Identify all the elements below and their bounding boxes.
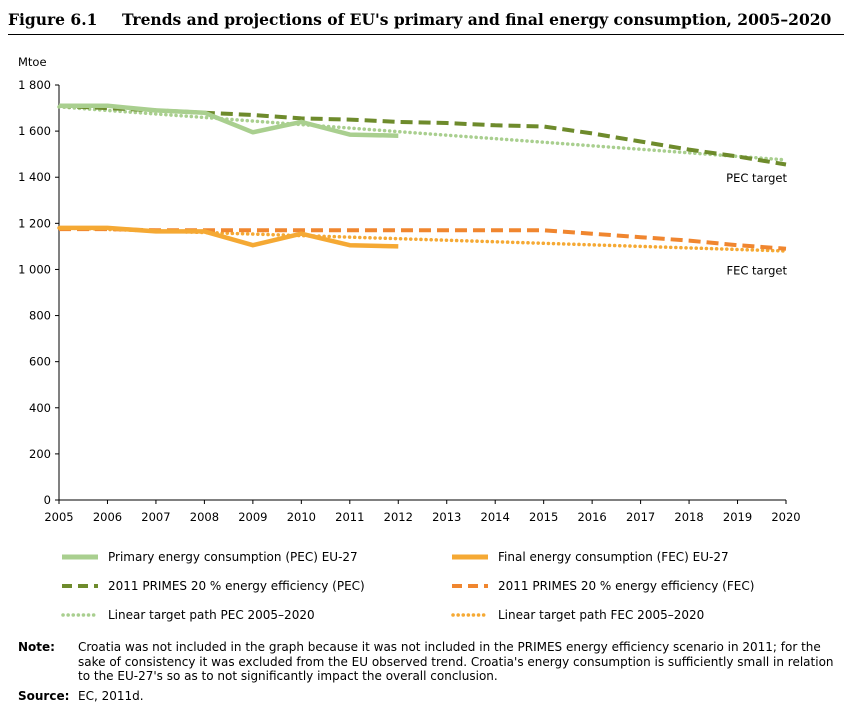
- x-tick-label: 2013: [432, 510, 461, 524]
- x-tick-label: 2014: [481, 510, 510, 524]
- x-tick-label: 2016: [577, 510, 606, 524]
- legend-item-primes-pec: 2011 PRIMES 20 % energy efficiency (PEC): [60, 577, 365, 595]
- legend-label-fec: Final energy consumption (FEC) EU-27: [498, 550, 729, 564]
- y-tick-label: 1 400: [18, 170, 51, 184]
- series-line-2: [57, 105, 788, 162]
- legend-item-target-fec: Linear target path FEC 2005–2020: [450, 606, 704, 624]
- x-tick-label: 2009: [238, 510, 267, 524]
- note-text: Croatia was not included in the graph be…: [78, 640, 834, 683]
- figure-number: Figure 6.1: [8, 10, 98, 29]
- chart-axes: 0 200 400 600 800 1 000 1 200 1 400 1 600 1 800 20…: [18, 78, 801, 524]
- chart-series: [57, 103, 788, 253]
- y-axis-label: Mtoe: [18, 55, 47, 69]
- series-line-0: [59, 103, 399, 138]
- chart-legend: Primary energy consumption (PEC) EU-27 F…: [60, 548, 820, 624]
- x-tick-label: 2019: [723, 510, 752, 524]
- figure-header: Figure 6.1 Trends and projections of EU'…: [8, 8, 844, 35]
- legend-swatch-target-pec: [61, 613, 100, 617]
- y-tick-label: 1 800: [18, 78, 51, 92]
- x-tick-label: 2017: [626, 510, 655, 524]
- series-line-4: [59, 227, 787, 251]
- y-tick-label: 1 000: [18, 262, 51, 276]
- legend-swatch-target-fec: [451, 613, 490, 617]
- y-tick-label: 0: [44, 493, 51, 507]
- legend-item-fec: Final energy consumption (FEC) EU-27: [450, 548, 729, 566]
- figure-title: Trends and projections of EU's primary a…: [122, 10, 832, 29]
- legend-swatch-primes-fec: [452, 584, 488, 588]
- y-tick-label: 400: [29, 401, 51, 415]
- legend-swatch-primes-pec: [62, 584, 98, 588]
- series-line-1: [58, 103, 787, 167]
- note-label: Note:: [18, 640, 55, 654]
- source: Source: EC, 2011d.: [18, 689, 144, 703]
- chart-annotations: PEC target FEC target: [726, 171, 787, 277]
- legend-label-primes-pec: 2011 PRIMES 20 % energy efficiency (PEC): [108, 579, 365, 593]
- legend-item-target-pec: Linear target path PEC 2005–2020: [60, 606, 315, 624]
- line-chart: Mtoe 0 200 400 600 800 1 000 1 200 1 400 1 600 1 …: [18, 55, 801, 524]
- legend-label-pec: Primary energy consumption (PEC) EU-27: [108, 550, 358, 564]
- target-annotation: PEC target: [726, 171, 787, 185]
- source-text: EC, 2011d.: [78, 689, 144, 703]
- x-tick-label: 2015: [529, 510, 558, 524]
- series-line-3: [59, 225, 399, 249]
- y-tick-label: 200: [29, 447, 51, 461]
- y-tick-label: 1 200: [18, 216, 51, 230]
- legend-label-primes-fec: 2011 PRIMES 20 % energy efficiency (FEC): [498, 579, 755, 593]
- x-tick-label: 2011: [335, 510, 364, 524]
- y-tick-label: 1 600: [18, 124, 51, 138]
- x-tick-label: 2007: [141, 510, 170, 524]
- x-tick-label: 2012: [384, 510, 413, 524]
- legend-label-target-fec: Linear target path FEC 2005–2020: [498, 608, 705, 622]
- y-tick-label: 800: [29, 309, 51, 323]
- note: Note: Croatia was not included in the gr…: [18, 640, 848, 684]
- legend-label-target-pec: Linear target path PEC 2005–2020: [108, 608, 315, 622]
- legend-item-pec: Primary energy consumption (PEC) EU-27: [60, 548, 358, 566]
- legend-swatch-fec: [452, 554, 488, 560]
- legend-item-primes-fec: 2011 PRIMES 20 % energy efficiency (FEC): [450, 577, 754, 595]
- x-tick-label: 2010: [287, 510, 316, 524]
- x-tick-label: 2020: [771, 510, 800, 524]
- source-label: Source:: [18, 689, 70, 703]
- target-annotation: FEC target: [726, 263, 787, 277]
- x-tick-label: 2018: [674, 510, 703, 524]
- legend-swatch-pec: [62, 554, 98, 560]
- x-tick-label: 2005: [44, 510, 73, 524]
- x-tick-label: 2008: [190, 510, 219, 524]
- x-tick-label: 2006: [93, 510, 122, 524]
- y-tick-label: 600: [29, 355, 51, 369]
